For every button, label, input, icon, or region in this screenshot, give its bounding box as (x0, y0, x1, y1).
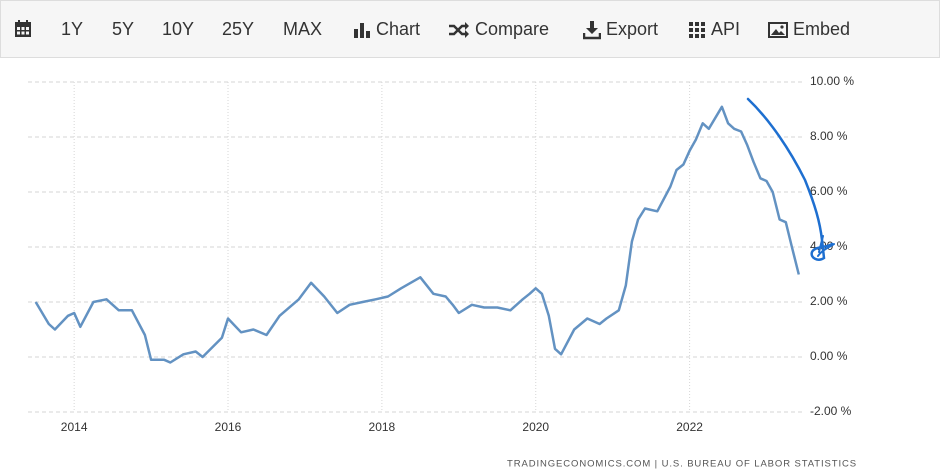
y-tick-label: -2.00 % (810, 404, 852, 418)
x-tick-label: 2018 (369, 420, 396, 434)
annotation-stroke (817, 235, 835, 257)
x-tick-label: 2016 (215, 420, 242, 434)
range-label: 5Y (112, 19, 135, 39)
range-label: 1Y (61, 19, 84, 39)
range-label: 25Y (222, 19, 255, 39)
button-label: Compare (475, 19, 550, 39)
export-icon (583, 20, 601, 39)
source-note: TRADINGECONOMICS.COM | U.S. BUREAU OF LA… (507, 459, 857, 470)
calendar-button[interactable] (13, 19, 33, 39)
data-line (34, 105, 801, 364)
x-tick-label: 2020 (522, 420, 549, 434)
compare-button[interactable]: Compare (448, 19, 549, 40)
y-tick-label: 10.00 % (810, 74, 854, 88)
calendar-icon (15, 20, 31, 37)
range-button[interactable]: 25Y (222, 19, 254, 40)
embed-icon (768, 21, 788, 38)
y-tick-label: 6.00 % (810, 184, 848, 198)
x-tick-label: 2014 (61, 420, 88, 434)
range-label: 10Y (162, 19, 195, 39)
compare-icon (449, 21, 469, 38)
button-label: Export (606, 19, 659, 39)
button-label: Chart (376, 19, 421, 39)
button-label: API (711, 19, 741, 39)
chart-icon (354, 22, 370, 38)
range-button[interactable]: MAX (283, 19, 322, 40)
y-tick-label: 2.00 % (810, 294, 848, 308)
range-label: MAX (283, 19, 323, 39)
button-label: Embed (793, 19, 851, 39)
embed-button[interactable]: Embed (768, 19, 850, 40)
y-tick-label: 0.00 % (810, 349, 848, 363)
x-tick-label: 2022 (676, 420, 703, 434)
range-button[interactable]: 10Y (162, 19, 194, 40)
api-button[interactable]: API (688, 19, 740, 40)
toolbar: 1Y 5Y 10Y 25Y MAX Chart Compare Export A… (0, 0, 940, 58)
range-button[interactable]: 1Y (61, 19, 83, 40)
export-button[interactable]: Export (583, 19, 658, 40)
y-tick-label: 8.00 % (810, 129, 848, 143)
api-icon (689, 21, 705, 38)
range-button[interactable]: 5Y (112, 19, 134, 40)
chart-button[interactable]: Chart (353, 19, 420, 40)
